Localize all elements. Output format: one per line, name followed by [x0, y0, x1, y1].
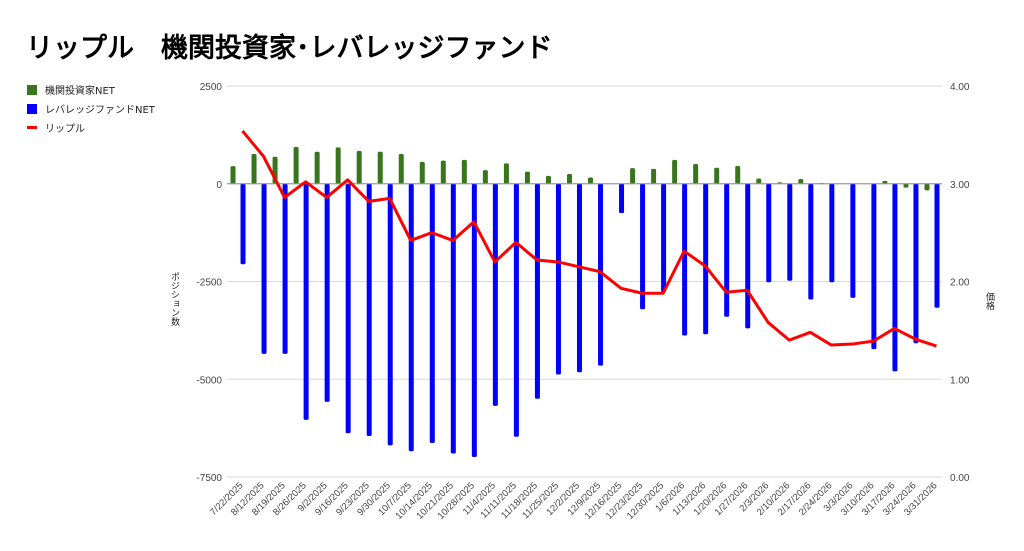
leveraged-bar	[850, 183, 856, 298]
institutional-bar	[482, 170, 488, 184]
institutional-bar	[251, 154, 257, 184]
institutional-bar	[756, 178, 762, 184]
institutional-bar	[651, 168, 657, 184]
leveraged-bar	[513, 183, 519, 437]
leveraged-bar	[913, 183, 919, 344]
leveraged-bar	[408, 183, 414, 452]
legend-item-institutional: 機関投資家NET	[27, 80, 155, 99]
institutional-bar	[798, 179, 804, 184]
leveraged-bar	[555, 183, 561, 375]
institutional-bar	[735, 165, 741, 184]
right-tick-label: 2.00	[950, 278, 970, 289]
leveraged-bar	[787, 183, 793, 281]
institutional-bar	[693, 164, 699, 184]
institutional-bar	[903, 183, 909, 188]
leveraged-bar	[661, 183, 667, 293]
legend-swatch-leveraged	[27, 103, 37, 114]
institutional-bar	[545, 175, 551, 184]
right-tick-label: 1.00	[950, 375, 970, 386]
leveraged-bar	[598, 183, 604, 366]
leveraged-bar	[492, 183, 498, 406]
leveraged-bar	[471, 183, 477, 458]
leveraged-bar	[724, 183, 730, 317]
institutional-bar	[293, 146, 299, 184]
leveraged-bar	[450, 183, 456, 454]
legend: 機関投資家NET レバレッジファンドNET リップル	[27, 80, 155, 137]
institutional-bar	[398, 154, 404, 184]
leveraged-bar	[619, 183, 625, 214]
institutional-bar	[566, 173, 572, 184]
leveraged-bar	[871, 183, 877, 350]
right-tick-label: 3.00	[950, 180, 970, 191]
institutional-bar	[524, 171, 530, 184]
left-tick-label: 2500	[200, 82, 223, 93]
right-tick-label: 0.00	[950, 473, 970, 484]
institutional-bar	[630, 168, 636, 184]
institutional-bar	[588, 177, 594, 184]
institutional-bar	[230, 166, 236, 184]
leveraged-bar	[429, 183, 435, 443]
legend-item-ripple: リップル	[27, 118, 155, 137]
institutional-bar	[440, 160, 446, 184]
left-tick-label: -5000	[196, 375, 222, 386]
institutional-bar	[461, 159, 467, 184]
legend-label: レバレッジファンドNET	[45, 105, 155, 116]
leveraged-bar	[766, 183, 772, 283]
leveraged-bar	[303, 183, 309, 420]
leveraged-bar	[387, 183, 393, 446]
institutional-bar	[924, 183, 930, 191]
leveraged-bar	[534, 183, 540, 399]
leveraged-bar	[282, 183, 288, 354]
legend-swatch-institutional	[27, 84, 37, 95]
institutional-bar	[882, 180, 888, 184]
left-tick-label: 0	[216, 180, 222, 191]
leveraged-bar	[366, 183, 372, 436]
leveraged-bar	[808, 183, 814, 300]
leveraged-bar	[892, 183, 898, 372]
legend-item-leveraged: レバレッジファンドNET	[27, 99, 155, 118]
institutional-bar	[335, 147, 341, 184]
institutional-bar	[503, 163, 509, 184]
right-axis-title: 価格	[984, 292, 994, 310]
legend-label: 機関投資家NET	[45, 86, 115, 97]
leveraged-bar	[745, 183, 751, 329]
chart-title: リップル 機関投資家･レバレッジファンド	[26, 33, 553, 64]
leveraged-bar	[576, 183, 582, 373]
leveraged-bar	[703, 183, 709, 335]
leveraged-bar	[261, 183, 267, 354]
ripple-price-line	[241, 130, 937, 348]
right-tick-label: 4.00	[950, 82, 970, 93]
institutional-bar	[714, 167, 720, 184]
leveraged-bar	[682, 183, 688, 336]
leveraged-bar	[640, 183, 646, 310]
institutional-bar	[377, 151, 383, 184]
left-axis-title: ポジション数	[169, 272, 179, 326]
left-tick-label: -2500	[196, 278, 222, 289]
leveraged-bar	[324, 183, 330, 402]
institutional-bar	[672, 159, 678, 184]
leveraged-bar	[240, 183, 246, 265]
left-tick-label: -7500	[196, 473, 222, 484]
leveraged-bar	[829, 183, 835, 283]
institutional-bar	[356, 150, 362, 184]
leveraged-bar	[345, 183, 351, 434]
legend-label: リップル	[45, 124, 85, 135]
leveraged-bar	[934, 183, 940, 308]
institutional-bar	[314, 151, 320, 184]
legend-swatch-ripple	[27, 126, 37, 129]
institutional-bar	[419, 161, 425, 184]
